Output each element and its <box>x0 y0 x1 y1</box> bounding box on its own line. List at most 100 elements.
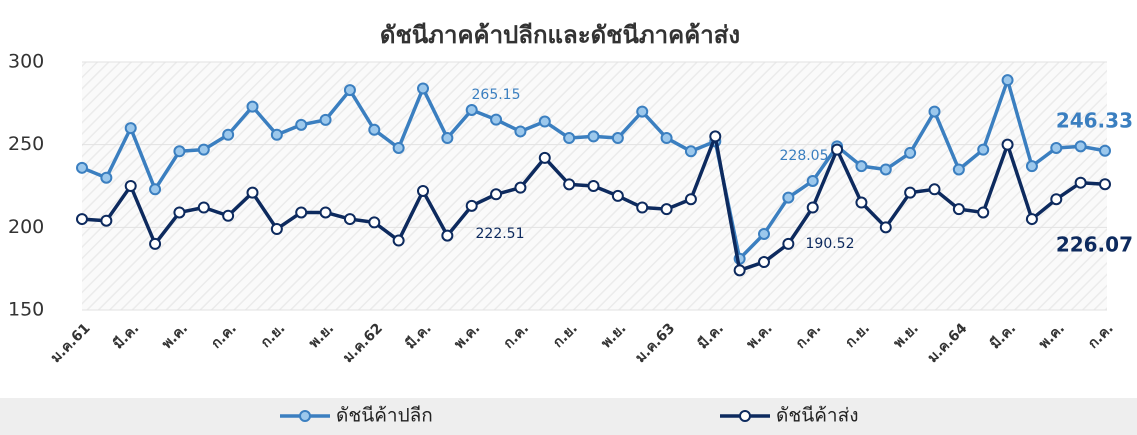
annotation: 222.51 <box>476 226 525 242</box>
chart-title: ดัชนีภาคค้าปลีกและดัชนีภาคค้าส่ง <box>380 21 740 49</box>
data-point <box>1025 213 1038 226</box>
legend-marker <box>299 410 311 422</box>
data-point <box>270 222 283 235</box>
data-point <box>611 132 624 145</box>
data-point <box>76 213 88 226</box>
data-point <box>952 203 965 216</box>
data-point <box>904 146 917 159</box>
y-tick-label: 300 <box>8 51 44 73</box>
data-point <box>149 237 162 250</box>
data-point <box>417 82 429 95</box>
data-point <box>977 206 990 219</box>
data-point <box>417 184 429 197</box>
data-point <box>100 214 113 227</box>
data-point <box>660 132 673 145</box>
data-point <box>636 105 649 118</box>
data-point <box>1025 160 1038 173</box>
data-point <box>806 174 819 187</box>
data-point <box>197 201 210 214</box>
data-point <box>490 188 503 201</box>
y-tick-label: 250 <box>8 133 44 155</box>
data-point <box>343 84 356 97</box>
data-point <box>392 141 405 154</box>
data-point <box>197 143 210 156</box>
data-point <box>782 191 795 204</box>
data-point <box>173 145 186 158</box>
data-point <box>319 113 332 126</box>
data-point <box>855 160 868 173</box>
data-point <box>1099 144 1111 157</box>
legend-marker <box>739 410 751 422</box>
data-point <box>1099 178 1111 191</box>
data-point <box>733 264 746 277</box>
data-point <box>149 183 162 196</box>
data-point <box>319 206 332 219</box>
data-point <box>587 130 600 143</box>
data-point <box>465 103 478 116</box>
data-point <box>295 206 308 219</box>
data-point <box>441 229 454 242</box>
data-point <box>76 161 88 174</box>
data-point <box>684 145 697 158</box>
annotation: 226.07 <box>1056 233 1133 257</box>
data-point <box>636 201 649 214</box>
legend-label: ดัชนีค้าปลีก <box>336 405 433 427</box>
data-point <box>611 189 624 202</box>
data-point <box>952 163 965 176</box>
data-point <box>587 180 600 192</box>
data-point <box>1001 138 1014 151</box>
data-point <box>904 186 917 199</box>
data-point <box>928 105 941 118</box>
data-point <box>928 183 941 196</box>
legend-label: ดัชนีค้าส่ง <box>776 405 858 427</box>
legend-area <box>0 398 1137 435</box>
data-point <box>514 125 527 138</box>
data-point <box>124 180 137 192</box>
y-tick-label: 150 <box>8 299 44 321</box>
data-point <box>368 216 381 229</box>
data-point <box>343 213 356 226</box>
data-point <box>441 132 454 145</box>
data-point <box>660 203 673 216</box>
data-point <box>295 118 308 131</box>
annotation: 228.05 <box>780 148 829 164</box>
data-point <box>758 227 770 240</box>
data-point <box>806 201 819 214</box>
data-point <box>173 206 186 219</box>
data-point <box>563 178 576 191</box>
data-point <box>758 256 770 269</box>
data-point <box>855 196 868 209</box>
data-point <box>514 181 527 194</box>
y-tick-label: 200 <box>8 216 44 238</box>
data-point <box>538 115 551 128</box>
data-point <box>392 234 405 247</box>
data-point <box>563 132 576 145</box>
data-point <box>124 122 137 135</box>
data-point <box>1074 140 1087 153</box>
data-point <box>538 151 551 164</box>
annotation: 190.52 <box>806 236 855 252</box>
data-point <box>1050 141 1063 154</box>
data-point <box>977 143 990 156</box>
data-point <box>222 209 235 222</box>
annotation: 265.15 <box>472 87 521 103</box>
data-point <box>831 143 844 156</box>
data-point <box>368 123 381 136</box>
data-point <box>1001 74 1014 87</box>
data-point <box>879 163 892 176</box>
data-point <box>782 237 795 250</box>
data-point <box>1050 193 1063 206</box>
data-point <box>684 193 697 206</box>
data-point <box>709 130 722 143</box>
data-point <box>465 199 478 212</box>
data-point <box>100 171 113 184</box>
data-point <box>222 128 235 141</box>
data-point <box>270 128 283 141</box>
data-point <box>246 186 259 199</box>
annotation: 246.33 <box>1056 109 1133 133</box>
data-point <box>490 113 503 126</box>
data-point <box>879 221 892 234</box>
data-point <box>246 100 259 113</box>
data-point <box>1074 176 1087 189</box>
